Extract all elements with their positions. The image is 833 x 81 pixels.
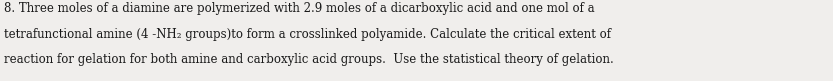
Text: 8. Three moles of a diamine are polymerized with 2.9 moles of a dicarboxylic aci: 8. Three moles of a diamine are polymeri… [4, 2, 595, 15]
Text: tetrafunctional amine (4 -NH₂ groups)to form a crosslinked polyamide. Calculate : tetrafunctional amine (4 -NH₂ groups)to … [4, 28, 611, 41]
Text: reaction for gelation for both amine and carboxylic acid groups.  Use the statis: reaction for gelation for both amine and… [4, 53, 614, 66]
